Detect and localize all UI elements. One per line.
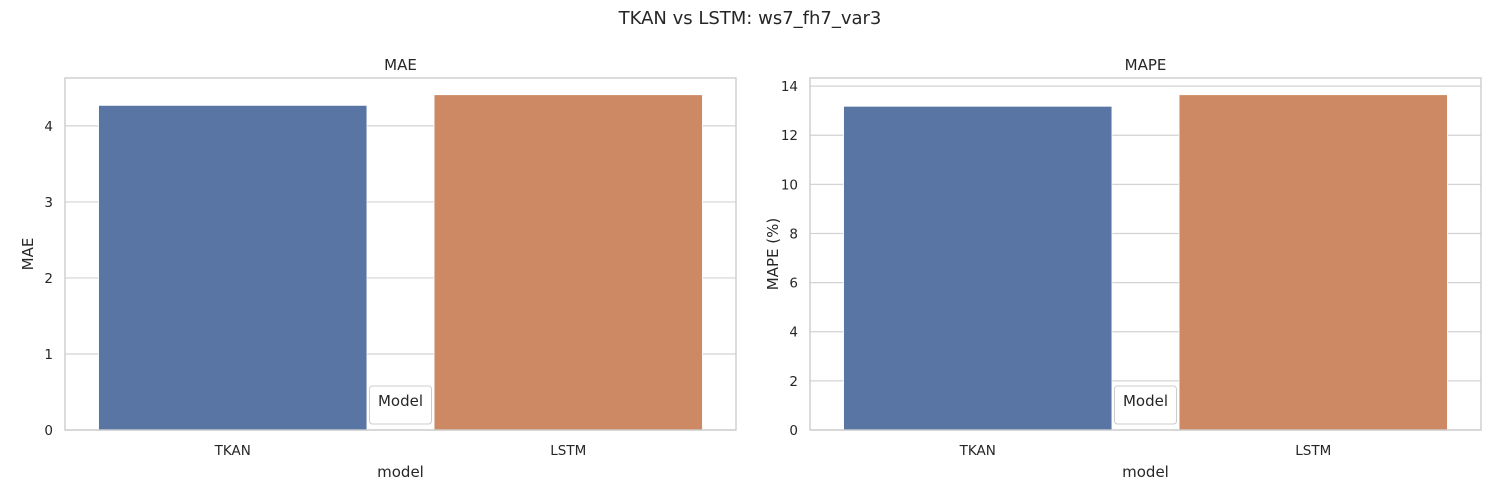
mape-legend-box	[1114, 385, 1177, 425]
mape-ytick-label: 2	[789, 374, 798, 390]
mape-ytick-label: 12	[781, 128, 798, 144]
mae-xtick-label: LSTM	[550, 443, 586, 459]
mape-ytick-label: 14	[781, 79, 798, 95]
mape-title: MAPE	[1125, 56, 1167, 74]
mae-bar-lstm	[433, 94, 703, 431]
mape-bar-tkan	[843, 105, 1113, 431]
mae-title: MAE	[384, 56, 417, 74]
mae-ytick-label: 4	[44, 119, 53, 135]
mae-legend: Model	[369, 385, 432, 425]
mape-bar-lstm	[1178, 94, 1448, 431]
mape-ytick-label: 10	[781, 177, 798, 193]
mae-ylabel: MAE	[19, 238, 37, 271]
mape-xlabel: model	[1122, 463, 1169, 481]
mape-legend-title: Model	[1123, 392, 1168, 410]
mae-ytick-label: 3	[44, 195, 53, 211]
mae-panel: 0 1 2 3 4 TKAN LSTM MAE model MAE Model	[19, 56, 737, 481]
mape-xtick-label: TKAN	[959, 443, 996, 459]
mape-ytick-label: 6	[789, 276, 798, 292]
mae-legend-box	[369, 385, 432, 425]
mae-legend-title: Model	[378, 392, 423, 410]
mape-panel: 0 2 4 6 8 10 12 14 TKAN LSTM MAPE model MAPE (%) Mode…	[764, 56, 1482, 481]
mape-ylabel: MAPE (%)	[764, 218, 782, 290]
mape-axes-frame	[809, 77, 1482, 431]
mape-ytick-label: 4	[789, 325, 798, 341]
mae-ytick-label: 0	[44, 423, 53, 439]
mae-ytick-label: 2	[44, 271, 53, 287]
mae-xtick-label: TKAN	[214, 443, 251, 459]
figure-title: TKAN vs LSTM: ws7_fh7_var3	[618, 8, 882, 29]
mae-axes-frame	[64, 77, 737, 431]
mae-xlabel: model	[377, 463, 424, 481]
mape-ytick-label: 8	[789, 226, 798, 242]
mae-bar-tkan	[98, 104, 368, 431]
mape-xtick-label: LSTM	[1295, 443, 1331, 459]
mape-ytick-label: 0	[789, 423, 798, 439]
mae-ytick-label: 1	[44, 347, 53, 363]
mape-legend: Model	[1114, 385, 1177, 425]
